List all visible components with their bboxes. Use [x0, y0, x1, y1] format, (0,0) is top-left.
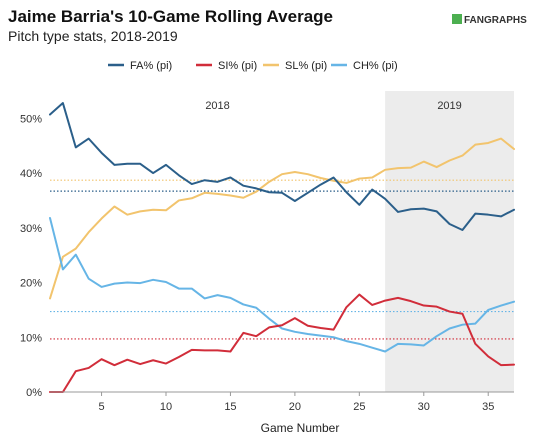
season-label-2019: 2019	[437, 100, 461, 112]
y-axis: 0% 10% 20% 30% 40% 50%	[20, 113, 42, 399]
chart-subtitle: Pitch type stats, 2018-2019	[8, 28, 178, 44]
series-line-3	[49, 216, 515, 353]
x-tick-label: 15	[224, 401, 236, 413]
legend-label-2: SL% (pi)	[285, 60, 327, 72]
x-tick-label: 35	[482, 401, 494, 413]
chart-title: Jaime Barria's 10-Game Rolling Average	[8, 7, 333, 26]
fangraphs-logo: FANGRAPHS	[452, 14, 527, 26]
y-tick-label: 10%	[20, 332, 42, 344]
x-tick-label: 20	[289, 401, 301, 413]
season-bands: 2018 2019	[205, 91, 514, 392]
x-tick-label: 10	[160, 401, 172, 413]
y-tick-label: 50%	[20, 113, 42, 125]
y-tick-label: 30%	[20, 223, 42, 235]
legend: FA% (pi) SI% (pi) SL% (pi) CH% (pi)	[108, 60, 398, 72]
fangraphs-logo-icon	[452, 14, 462, 24]
x-axis-title: Game Number	[261, 421, 340, 435]
legend-label-1: SI% (pi)	[218, 60, 257, 72]
average-lines	[50, 179, 514, 340]
series-line-1	[49, 293, 515, 393]
series-line-2	[49, 137, 515, 300]
x-tick-label: 25	[353, 401, 365, 413]
y-tick-label: 20%	[20, 278, 42, 290]
season-label-2018: 2018	[205, 100, 229, 112]
fangraphs-logo-text: FANGRAPHS	[464, 15, 527, 26]
legend-label-0: FA% (pi)	[130, 60, 172, 72]
x-tick-label: 5	[98, 401, 104, 413]
legend-label-3: CH% (pi)	[353, 60, 398, 72]
x-tick-label: 30	[418, 401, 430, 413]
x-axis: 5 10 15 20 25 30 35	[50, 391, 514, 413]
y-tick-label: 40%	[20, 168, 42, 180]
y-tick-label: 0%	[26, 387, 42, 399]
series-lines	[49, 102, 515, 393]
season-band-2019	[385, 91, 514, 392]
series-line-0	[49, 102, 515, 232]
